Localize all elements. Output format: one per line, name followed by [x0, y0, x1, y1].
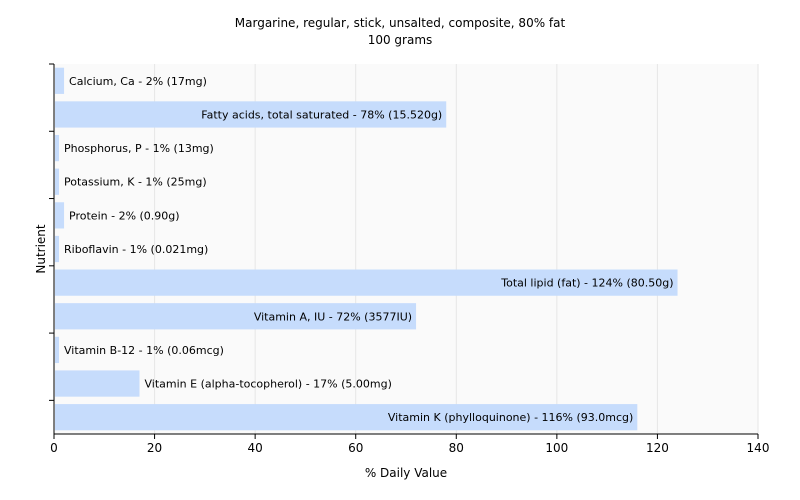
- bar-label: Potassium, K - 1% (25mg): [64, 176, 207, 189]
- bar: [55, 404, 638, 431]
- x-tick-label: 140: [747, 441, 770, 455]
- y-axis-label: Nutrient: [34, 224, 48, 274]
- x-tick-label: 0: [50, 441, 58, 455]
- bar-label: Calcium, Ca - 2% (17mg): [69, 75, 207, 88]
- bar-label: Phosphorus, P - 1% (13mg): [64, 142, 214, 155]
- x-tick-label: 60: [348, 441, 363, 455]
- bar: [55, 370, 140, 397]
- x-tick-label: 40: [248, 441, 263, 455]
- x-axis-label: % Daily Value: [365, 466, 447, 480]
- x-tick-label: 80: [449, 441, 464, 455]
- bar-label: Vitamin K (phylloquinone) - 116% (93.0mc…: [388, 411, 633, 424]
- bars: Calcium, Ca - 2% (17mg) Fatty acids, tota…: [55, 67, 678, 431]
- bar: [55, 235, 60, 263]
- bar: [55, 101, 447, 128]
- axes: 0 20 40 60 80 100 120 140: [49, 63, 770, 455]
- x-tick-label: 20: [147, 441, 162, 455]
- bar-label: Fatty acids, total saturated - 78% (15.5…: [201, 108, 442, 121]
- bar-label: Riboflavin - 1% (0.021mg): [64, 243, 208, 256]
- x-tick-label: 100: [545, 441, 568, 455]
- chart-title: Margarine, regular, stick, unsalted, com…: [235, 16, 566, 30]
- bar: [55, 168, 60, 195]
- bar-label: Vitamin A, IU - 72% (3577IU): [254, 310, 412, 323]
- bar: [55, 134, 60, 162]
- bar: [55, 269, 678, 296]
- chart-subtitle: 100 grams: [368, 33, 433, 47]
- bar-label: Protein - 2% (0.90g): [69, 209, 180, 222]
- bar-label: Total lipid (fat) - 124% (80.50g): [500, 277, 673, 290]
- bar: [55, 303, 417, 330]
- x-tick-label: 120: [646, 441, 669, 455]
- bar-label: Vitamin B-12 - 1% (0.06mcg): [64, 344, 224, 357]
- bar: [55, 67, 65, 94]
- bar: [55, 202, 65, 229]
- bar: [55, 336, 60, 364]
- bar-label: Vitamin E (alpha-tocopherol) - 17% (5.00…: [144, 378, 391, 391]
